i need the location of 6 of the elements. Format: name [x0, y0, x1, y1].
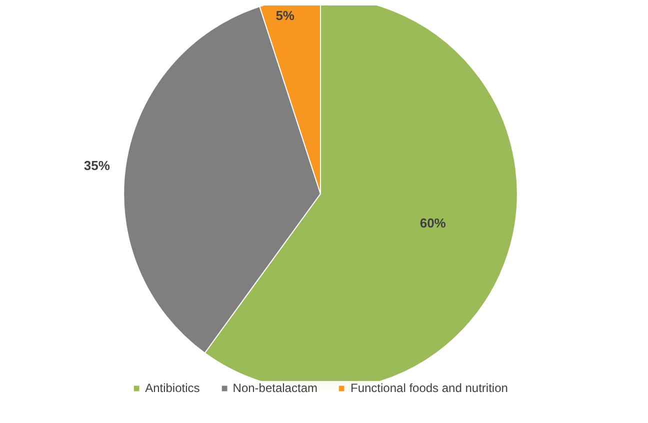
legend-label: Antibiotics [145, 381, 200, 395]
legend-label: Functional foods and nutrition [350, 381, 508, 395]
data-label: 5% [276, 8, 295, 24]
data-label: 35% [84, 158, 110, 174]
legend-label: Non-betalactam [232, 381, 318, 395]
data-label: 60% [420, 215, 446, 230]
